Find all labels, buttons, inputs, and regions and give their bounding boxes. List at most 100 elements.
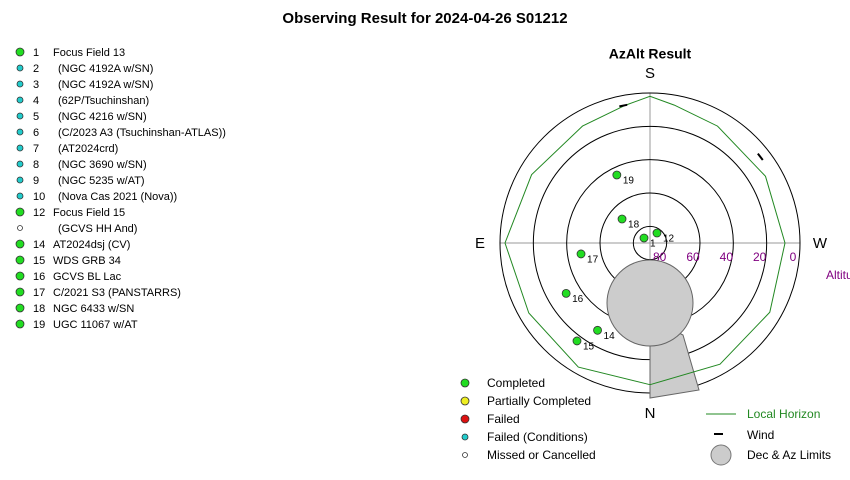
status-dot [15, 319, 25, 329]
target-name: NGC 6433 w/SN [53, 303, 134, 315]
target-point [593, 325, 602, 335]
point-label: 12 [663, 234, 675, 245]
horizon-line [504, 95, 786, 386]
target-name: (NGC 4192A w/SN) [58, 79, 153, 91]
wind-mark [757, 153, 764, 161]
target-name: (NGC 4216 w/SN) [58, 111, 147, 123]
direction-label: W [813, 235, 828, 252]
target-point [612, 170, 622, 180]
limits-legend-mark [710, 444, 732, 466]
altitude-tick-label: 0 [790, 250, 797, 264]
point-label: 14 [604, 331, 616, 342]
legend-dot [460, 396, 470, 406]
point-label: 17 [587, 255, 599, 266]
status-dot [16, 80, 24, 88]
target-point [576, 249, 586, 259]
point-label: 18 [628, 220, 640, 231]
limits-circle [606, 259, 694, 347]
target-name: AT2024dsj (CV) [53, 239, 130, 251]
target-name: WDS GRB 34 [53, 255, 121, 267]
target-number: 12 [33, 207, 45, 219]
status-dot [17, 225, 23, 231]
direction-label: N [645, 405, 656, 422]
horizon-legend-label: Local Horizon [747, 407, 820, 421]
status-dot [15, 287, 25, 297]
target-point [561, 288, 571, 298]
target-name: (62P/Tsuchinshan) [58, 95, 149, 107]
target-name: C/2021 S3 (PANSTARRS) [53, 287, 181, 299]
target-number: 2 [33, 63, 39, 75]
target-number: 5 [33, 111, 39, 123]
status-dot [16, 160, 24, 168]
target-point [652, 228, 662, 238]
status-dot [15, 303, 25, 313]
wind-mark [619, 103, 628, 108]
target-number: 10 [33, 191, 45, 203]
direction-label: S [645, 65, 655, 82]
target-name: (C/2023 A3 (Tsuchinshan-ATLAS)) [58, 127, 226, 139]
legend-label: Failed (Conditions) [487, 430, 588, 444]
status-dot [16, 96, 24, 104]
legend-dot [460, 378, 470, 388]
target-number: 16 [33, 271, 45, 283]
page-title: Observing Result for 2024-04-26 S01212 [282, 10, 567, 27]
target-name: (AT2024crd) [58, 143, 118, 155]
target-number: 3 [33, 79, 39, 91]
target-number: 9 [33, 175, 39, 187]
target-point [617, 214, 627, 224]
status-dot [15, 255, 25, 265]
status-dot [16, 128, 24, 136]
target-name: (GCVS HH And) [58, 223, 137, 235]
status-dot [16, 64, 24, 72]
status-dot [16, 112, 24, 120]
status-dot [15, 207, 25, 217]
target-number: 14 [33, 239, 45, 251]
legend-dot [461, 433, 469, 441]
status-dot [15, 239, 25, 249]
target-number: 7 [33, 143, 39, 155]
target-point [639, 233, 649, 243]
status-dot [16, 192, 24, 200]
target-number: 15 [33, 255, 45, 267]
target-name: (Nova Cas 2021 (Nova)) [58, 191, 177, 203]
target-name: GCVS BL Lac [53, 271, 122, 283]
point-label: 19 [623, 176, 635, 187]
target-list: 1 Focus Field 13 2 (NGC 4192A w/SN) 3 (NGC 41… [15, 47, 226, 331]
target-point [572, 336, 582, 346]
status-dot [16, 176, 24, 184]
altitude-tick-label: 40 [720, 250, 734, 264]
target-number: 17 [33, 287, 45, 299]
point-label: 16 [572, 294, 584, 305]
status-dot [16, 144, 24, 152]
legend-dot [460, 414, 470, 424]
legend-label: Failed [487, 412, 520, 426]
target-number: 18 [33, 303, 45, 315]
point-label: 15 [583, 342, 595, 353]
target-number: 4 [33, 95, 39, 107]
legend-dot [462, 452, 468, 458]
target-name: Focus Field 15 [53, 207, 125, 219]
altitude-tick-label: 20 [753, 250, 767, 264]
legend-label: Partially Completed [487, 394, 591, 408]
target-name: (NGC 3690 w/SN) [58, 159, 147, 171]
chart-title: AzAlt Result [609, 46, 692, 62]
target-number: 8 [33, 159, 39, 171]
direction-label: E [475, 235, 485, 252]
legend-label: Completed [487, 376, 545, 390]
target-name: UGC 11067 w/AT [53, 319, 138, 331]
wind-legend-label: Wind [747, 428, 774, 442]
status-dot [15, 47, 25, 57]
limits-legend-label: Dec & Az Limits [747, 448, 831, 462]
altitude-tick-label: 60 [686, 250, 700, 264]
target-number: 1 [33, 47, 39, 59]
point-label: 1 [650, 239, 656, 250]
radial-label: Altitude [826, 268, 850, 282]
target-name: Focus Field 13 [53, 47, 125, 59]
target-name: (NGC 5235 w/AT) [58, 175, 145, 187]
target-name: (NGC 4192A w/SN) [58, 63, 153, 75]
target-number: 19 [33, 319, 45, 331]
legend-label: Missed or Cancelled [487, 448, 596, 462]
target-number: 6 [33, 127, 39, 139]
